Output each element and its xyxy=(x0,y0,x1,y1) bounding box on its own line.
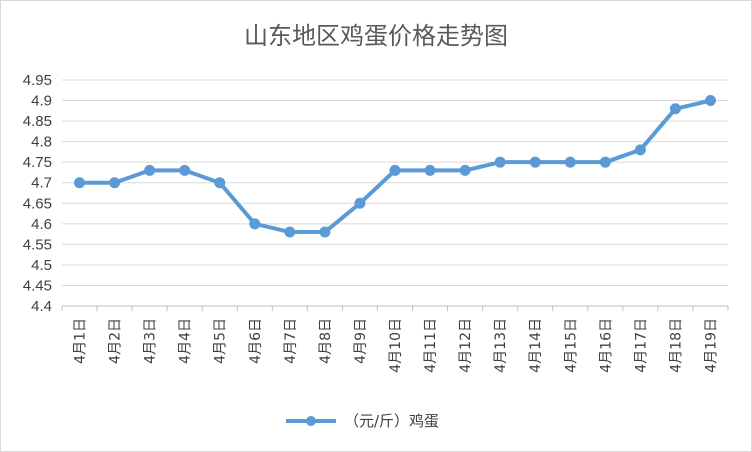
y-tick-label: 4.65 xyxy=(23,195,52,212)
x-tick-label: 4月1日 xyxy=(73,318,89,364)
x-tick-label: 4月2日 xyxy=(108,318,124,364)
data-point xyxy=(669,103,681,115)
x-tick-label: 4月7日 xyxy=(283,318,299,364)
x-tick-label: 4月18日 xyxy=(668,318,684,373)
x-tick-label: 4月15日 xyxy=(563,318,579,373)
gridlines xyxy=(61,79,729,311)
data-point xyxy=(564,156,576,168)
y-tick-label: 4.45 xyxy=(23,277,52,294)
legend-marker-swatch xyxy=(306,416,316,426)
y-tick-label: 4.4 xyxy=(31,298,52,315)
series-layer xyxy=(74,95,716,238)
data-point xyxy=(529,156,541,168)
data-point xyxy=(599,156,611,168)
x-tick-label: 4月8日 xyxy=(318,318,334,364)
data-point xyxy=(144,164,156,176)
data-point xyxy=(179,164,191,176)
chart-title: 山东地区鸡蛋价格走势图 xyxy=(244,22,508,50)
y-tick-label: 4.7 xyxy=(31,175,52,192)
data-point xyxy=(284,226,296,238)
data-point xyxy=(354,197,366,209)
data-point xyxy=(704,95,716,107)
x-tick-label: 4月11日 xyxy=(423,318,439,373)
x-tick-label: 4月16日 xyxy=(598,318,614,373)
x-tick-label: 4月10日 xyxy=(388,318,404,373)
x-tick-label: 4月14日 xyxy=(528,318,544,373)
y-tick-label: 4.9 xyxy=(31,93,52,110)
x-tick-label: 4月17日 xyxy=(633,318,649,373)
y-tick-label: 4.8 xyxy=(31,134,52,151)
y-tick-label: 4.55 xyxy=(23,236,52,253)
x-tick-label: 4月6日 xyxy=(248,318,264,364)
data-point xyxy=(74,177,86,189)
data-point xyxy=(109,177,121,189)
data-point xyxy=(389,164,401,176)
legend-label: （元/斤）鸡蛋 xyxy=(344,412,439,430)
x-tick-label: 4月13日 xyxy=(493,318,509,373)
y-tick-label: 4.95 xyxy=(23,72,52,89)
x-tick-label: 4月9日 xyxy=(353,318,369,364)
x-tick-label: 4月5日 xyxy=(213,318,229,364)
legend: （元/斤）鸡蛋 xyxy=(286,412,439,430)
data-point xyxy=(494,156,506,168)
x-tick-label: 4月3日 xyxy=(143,318,159,364)
data-point xyxy=(214,177,226,189)
y-tick-label: 4.5 xyxy=(31,257,52,274)
data-point xyxy=(319,226,331,238)
x-axis-tick-labels: 4月1日 4月2日 4月3日 4月4日 4月5日 4月6日 4月7日 4月8日 4月9日 4月10… xyxy=(73,318,720,373)
y-axis-tick-labels: 4.4 4.45 4.5 4.55 4.6 4.65 4.7 4.75 4.8 4.85 4.9 4.… xyxy=(23,72,52,315)
x-tick-label: 4月19日 xyxy=(703,318,719,373)
data-point xyxy=(424,164,436,176)
y-tick-label: 4.6 xyxy=(31,216,52,233)
x-tick-label: 4月4日 xyxy=(178,318,194,364)
data-point xyxy=(459,164,471,176)
y-tick-label: 4.85 xyxy=(23,113,52,130)
x-tick-label: 4月12日 xyxy=(458,318,474,373)
data-point xyxy=(634,144,646,156)
y-tick-label: 4.75 xyxy=(23,154,52,171)
data-point xyxy=(249,218,261,230)
